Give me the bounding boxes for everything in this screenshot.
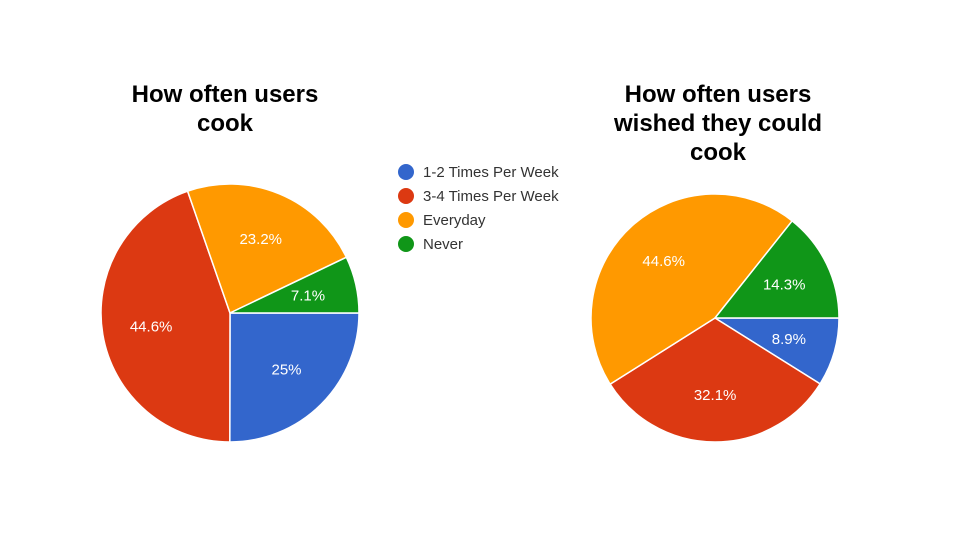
legend: 1-2 Times Per Week 3-4 Times Per Week Ev… (398, 160, 559, 256)
legend-item[interactable]: Never (398, 232, 559, 256)
legend-swatch-3-4-times (398, 188, 414, 204)
legend-label: Everyday (423, 211, 486, 229)
legend-label: 1-2 Times Per Week (423, 163, 559, 181)
chart-title-cook-frequency: How often users cook (131, 81, 319, 137)
slice-label-cook-3-4-times-per-week: 44.6% (130, 318, 173, 335)
slice-label-cook-everyday: 23.2% (239, 231, 282, 248)
pie-slice-wished-everyday[interactable] (590, 193, 794, 386)
pie-slice-wished-3-4-times-per-week[interactable] (609, 317, 822, 443)
chart-title-wished-cook-frequency: How often users wished they could cook (613, 81, 823, 166)
legend-item[interactable]: 3-4 Times Per Week (398, 184, 559, 208)
slice-label-cook-1-2-times-per-week: 25% (271, 362, 301, 379)
legend-item[interactable]: Everyday (398, 208, 559, 232)
legend-swatch-everyday (398, 212, 414, 228)
slice-label-wished-1-2-times-per-week: 8.9% (772, 331, 806, 348)
legend-label: 3-4 Times Per Week (423, 187, 559, 205)
legend-item[interactable]: 1-2 Times Per Week (398, 160, 559, 184)
pie-slice-cook-everyday[interactable] (186, 183, 348, 315)
slice-label-wished-never: 14.3% (763, 277, 806, 294)
legend-swatch-never (398, 236, 414, 252)
legend-label: Never (423, 235, 464, 253)
pie-slice-wished-never[interactable] (713, 219, 840, 319)
pie-slice-cook-3-4-times-per-week[interactable] (100, 190, 231, 443)
slice-label-wished-3-4-times-per-week: 32.1% (694, 387, 737, 404)
pie-slice-cook-never[interactable] (229, 256, 360, 314)
pie-slice-cook-1-2-times-per-week[interactable] (229, 312, 360, 443)
slice-label-cook-never: 7.1% (291, 287, 325, 304)
legend-swatch-1-2-times (398, 164, 414, 180)
slice-label-wished-everyday: 44.6% (642, 253, 685, 270)
